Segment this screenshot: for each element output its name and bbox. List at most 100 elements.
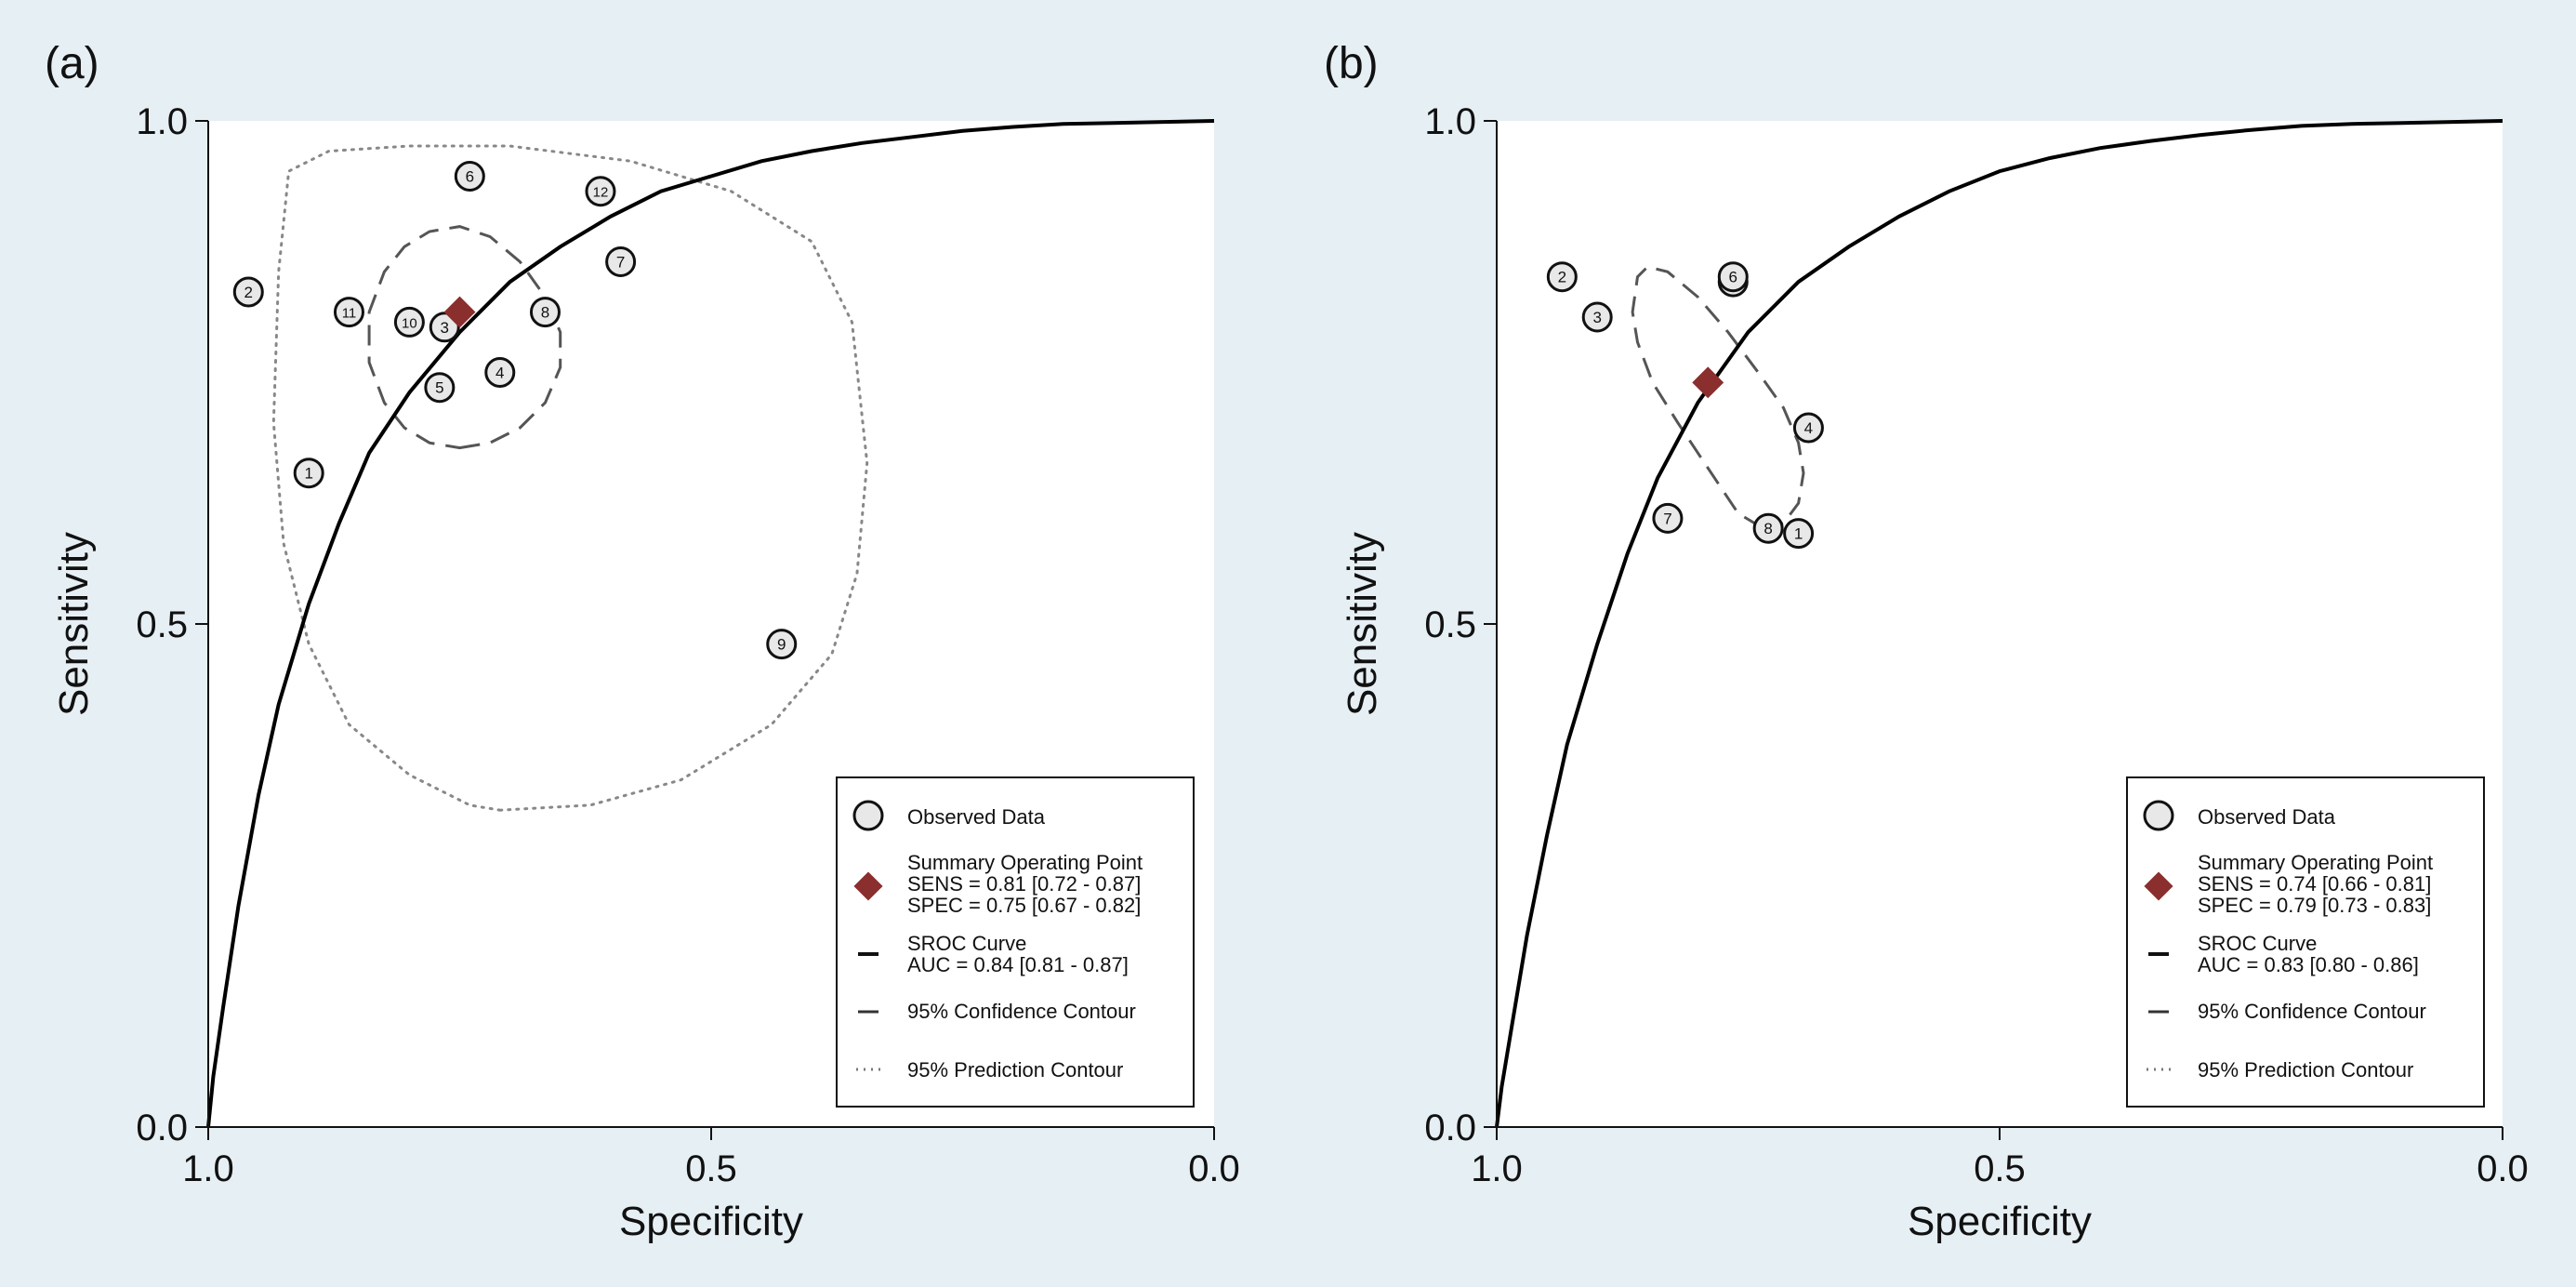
study-point: 7 [1652,502,1684,534]
study-point: 1 [293,458,324,489]
legend-sroc-title: SROC Curve [907,932,1026,955]
study-label: 5 [435,379,443,397]
legend-sroc-auc: AUC = 0.84 [0.81 - 0.87] [907,953,1129,976]
legend-prediction-label: 95% Prediction Contour [2198,1058,2413,1081]
study-marker [1652,502,1684,534]
x-tick-label: 0.5 [1974,1148,2026,1189]
x-axis-label: Specificity [1908,1199,2092,1244]
study-label: 12 [593,185,609,201]
study-marker [766,629,798,660]
study-point: 10 [393,306,425,338]
study-label: 2 [244,284,253,301]
study-point: 4 [484,357,516,388]
study-point: 8 [529,297,561,328]
sroc-curve [1495,119,2503,1128]
legend-sroc-auc: AUC = 0.83 [0.80 - 0.86] [2198,953,2419,976]
legend-box [2126,776,2485,1108]
study-point: 3 [429,312,460,343]
study-point: 6 [454,161,485,192]
x-tick-label: 1.0 [182,1148,234,1189]
study-marker [1581,301,1613,333]
y-axis-label: Sensitivity [51,532,97,716]
study-label: 8 [1764,520,1772,537]
prediction-contour [271,144,869,812]
legend-summary-sens: SENS = 0.74 [0.66 - 0.81] [2198,872,2431,896]
study-point: 11 [333,297,364,328]
legend-observed-marker [852,800,884,831]
legend: Observed Data Summary Operating Point SE… [2126,776,2485,1108]
panel-b: (b) Specificity Sensitivity 1.0 0.5 0.0 0.0… [1324,39,2529,1244]
study-marker [1717,261,1749,293]
legend-box [836,776,1195,1108]
legend-summary-title: Summary Operating Point [2198,851,2433,874]
x-tick-label: 0.0 [1188,1148,1240,1189]
study-marker [1792,412,1824,444]
study-label: 6 [1729,269,1737,286]
study-point: 9 [766,629,798,660]
study-marker [585,176,616,207]
legend-confidence-label: 95% Confidence Contour [2198,1000,2426,1023]
x-tick-label: 0.5 [685,1148,737,1189]
study-point: 3 [1581,301,1613,333]
study-point: 6 [1717,261,1749,293]
confidence-contour [367,225,562,450]
legend-summary-spec: SPEC = 0.75 [0.67 - 0.82] [907,894,1141,917]
study-point: 12 [585,176,616,207]
study-label: 3 [441,319,449,337]
panel-a: (a) Specificity Sensitivity 1.0 0.5 0.0 0.0… [45,39,1240,1244]
legend-observed-marker [2143,800,2174,831]
study-label: 11 [342,306,357,322]
confidence-contour [1631,265,1805,530]
study-point: 2 [1546,261,1578,293]
study-point: 5 [424,372,456,404]
study-marker [232,276,264,308]
y-tick-label: 0.0 [136,1108,188,1148]
study-point: 7 [605,245,637,277]
plot-lines [1495,119,2503,1128]
x-tick-label: 1.0 [1471,1148,1523,1189]
x-tick-label: 0.0 [2477,1148,2529,1189]
study-marker [1752,512,1784,544]
legend-sroc-title: SROC Curve [2198,932,2317,955]
legend-prediction-label: 95% Prediction Contour [907,1058,1123,1081]
study-marker [529,297,561,328]
y-tick-label: 1.0 [136,101,188,142]
study-label: 7 [1663,510,1671,527]
study-point: 4 [1792,412,1824,444]
study-label: 1 [1794,525,1803,543]
legend-confidence-label: 95% Confidence Contour [907,1000,1136,1023]
y-tick-label: 0.5 [1424,604,1476,645]
sroc-curve [206,119,1215,1128]
study-point: 8 [1752,512,1784,544]
study-label: 4 [495,365,504,382]
panel-label: (a) [45,39,99,88]
study-point: 1 [1783,518,1815,550]
study-marker [1783,518,1815,550]
study-label: 9 [777,636,786,654]
legend-summary-spec: SPEC = 0.79 [0.73 - 0.83] [2198,894,2431,917]
study-marker [605,245,637,277]
study-marker [333,297,364,328]
study-label: 4 [1804,419,1813,437]
study-label: 1 [304,465,312,483]
study-label: 6 [466,168,474,186]
study-label: 10 [402,315,417,331]
study-marker [484,357,516,388]
legend: Observed Data Summary Operating Point SE… [836,776,1195,1108]
study-marker [429,312,460,343]
y-tick-label: 0.5 [136,604,188,645]
summary-operating-point [443,296,476,328]
study-point: 2 [232,276,264,308]
axes: 1.0 0.5 0.0 0.0 0.5 1.0 [1424,101,2528,1189]
study-marker [1546,261,1578,293]
legend-summary-marker [2144,871,2173,901]
y-tick-label: 0.0 [1424,1108,1476,1148]
summary-operating-point [1692,366,1724,399]
study-marker [454,161,485,192]
x-axis-label: Specificity [619,1199,803,1244]
study-label: 2 [1558,269,1566,286]
study-marker [393,306,425,338]
plot-lines [206,119,1215,1128]
